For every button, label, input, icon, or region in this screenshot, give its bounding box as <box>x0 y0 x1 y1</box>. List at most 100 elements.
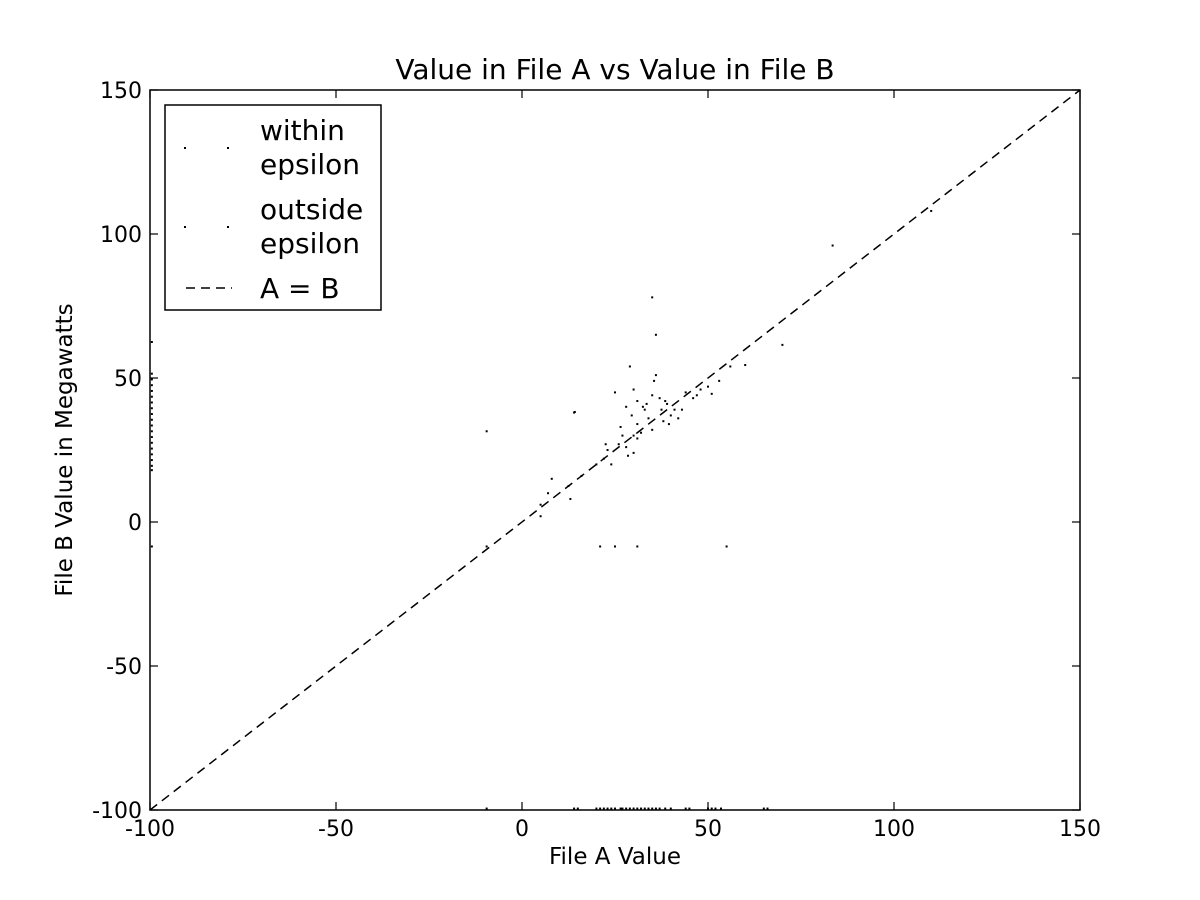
data-point <box>625 807 628 810</box>
data-point <box>602 807 605 810</box>
data-point <box>930 209 933 212</box>
data-point <box>150 453 153 456</box>
data-point <box>664 807 667 810</box>
data-point <box>654 807 657 810</box>
y-tick-label: -50 <box>106 655 142 680</box>
data-point <box>632 434 635 437</box>
data-point <box>658 807 661 810</box>
x-tick-label: -50 <box>318 817 354 842</box>
data-point <box>150 418 153 421</box>
data-point <box>604 443 607 446</box>
data-point <box>647 807 650 810</box>
data-point <box>781 343 784 346</box>
data-point <box>150 545 153 548</box>
data-point <box>664 400 667 403</box>
data-point <box>680 408 683 411</box>
legend-entry: A = B <box>186 272 340 305</box>
legend-label: epsilon <box>260 227 360 260</box>
data-point <box>547 492 550 495</box>
data-point <box>677 417 680 420</box>
x-tick-label: -100 <box>125 817 175 842</box>
reference-line-layer <box>150 90 1080 810</box>
data-point <box>667 423 670 426</box>
data-point <box>699 388 702 391</box>
data-point <box>651 394 654 397</box>
data-point <box>831 244 834 247</box>
data-point <box>580 474 583 477</box>
data-point <box>150 341 153 343</box>
data-point <box>662 420 665 423</box>
data-point <box>632 388 635 391</box>
y-tick-label: 50 <box>114 367 142 392</box>
data-point <box>150 430 153 433</box>
x-axis-label: File A Value <box>549 844 681 870</box>
data-point <box>632 451 635 454</box>
data-point <box>714 807 717 810</box>
data-point <box>707 385 709 388</box>
x-tick-label: 150 <box>1059 817 1101 842</box>
data-point <box>150 424 153 427</box>
y-tick-label: -100 <box>92 799 142 824</box>
data-point <box>654 333 657 336</box>
data-point <box>150 459 153 462</box>
data-point <box>610 463 613 466</box>
data-point <box>150 372 153 375</box>
data-point <box>150 395 153 398</box>
data-point <box>625 446 628 449</box>
data-point <box>602 457 605 460</box>
axis-ticks <box>149 89 1081 811</box>
data-point <box>614 391 616 394</box>
data-point <box>150 401 153 404</box>
data-point <box>641 405 644 408</box>
data-point <box>539 503 542 506</box>
data-point <box>150 447 153 450</box>
data-point <box>485 545 488 548</box>
data-point <box>150 378 153 381</box>
legend-point-marker <box>184 226 186 228</box>
data-point <box>766 807 769 810</box>
data-point <box>729 365 732 368</box>
data-point <box>636 545 639 548</box>
data-point <box>669 807 672 810</box>
x-tick-label: 0 <box>515 817 529 842</box>
data-point <box>595 463 598 466</box>
data-point <box>150 389 153 392</box>
data-point <box>725 545 728 548</box>
data-point <box>567 485 570 487</box>
data-point <box>645 402 648 405</box>
data-point <box>627 454 630 457</box>
data-point <box>636 437 639 440</box>
data-point <box>669 414 672 417</box>
x-tick-labels: -100 -50 0 50 100 150 <box>125 817 1101 842</box>
data-point <box>628 807 631 810</box>
data-point <box>658 397 661 400</box>
data-point <box>621 807 624 810</box>
data-point <box>660 408 663 411</box>
x-tick-label: 50 <box>694 817 722 842</box>
data-point <box>150 464 153 467</box>
data-point <box>718 379 721 382</box>
data-point <box>573 410 576 413</box>
data-point <box>150 469 153 472</box>
data-point <box>636 400 639 403</box>
legend-point-marker <box>184 147 186 149</box>
data-point <box>643 408 646 411</box>
data-point <box>150 413 153 415</box>
data-point <box>569 497 572 500</box>
data-point <box>619 425 622 428</box>
data-point <box>595 807 598 810</box>
reference-line-a-equals-b <box>150 90 1080 810</box>
data-point <box>150 441 153 444</box>
data-point <box>610 807 613 810</box>
data-point <box>651 807 654 810</box>
y-tick-label: 100 <box>100 223 142 248</box>
data-point <box>710 392 713 395</box>
plot-frame <box>149 89 1081 811</box>
data-point <box>762 807 765 810</box>
data-point <box>688 807 691 810</box>
data-point <box>485 807 488 810</box>
legend-label: epsilon <box>260 148 360 181</box>
